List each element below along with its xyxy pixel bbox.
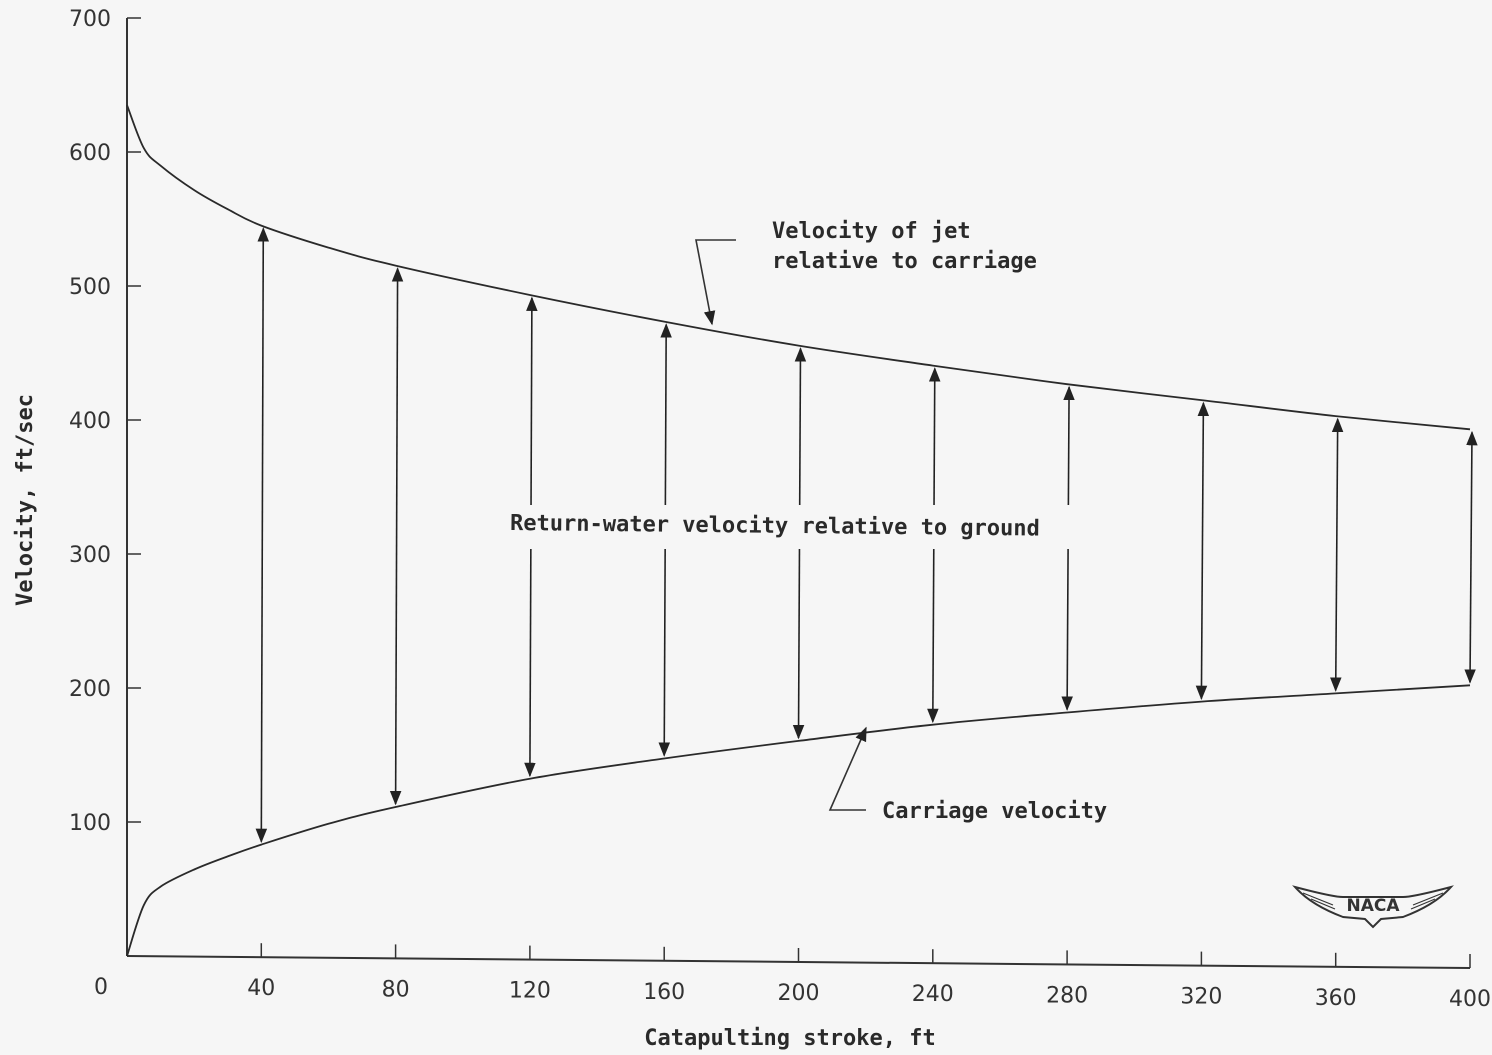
carriage-annotation-text: Carriage velocity: [882, 799, 1107, 824]
x-tick-label: 400: [1449, 987, 1491, 1012]
x-tick-label: 80: [382, 977, 410, 1002]
curves: [126, 104, 1471, 957]
x-tick-label: 200: [778, 981, 820, 1006]
y-tick-label: 300: [69, 543, 111, 568]
carriage-velocity-annotation: Carriage velocity: [828, 726, 1107, 824]
velocity-arrow: [1464, 430, 1478, 684]
y-ticks: 100 200 300 400 500 600 700: [69, 7, 141, 836]
velocity-arrow: [1195, 401, 1210, 701]
x-axis-title: Catapulting stroke, ft: [644, 1026, 935, 1051]
x-tick-label: 0: [94, 975, 108, 1000]
axes: [126, 18, 1471, 969]
return-annotation-background: [505, 505, 1085, 549]
y-tick-label: 400: [69, 409, 111, 434]
jet-leader-line: [695, 239, 736, 326]
jet-annotation-line1: Velocity of jet: [772, 219, 971, 244]
velocity-arrow: [1330, 417, 1344, 692]
x-tick-label: 360: [1315, 986, 1357, 1011]
return-water-annotation: Return-water velocity relative to ground: [510, 511, 1040, 542]
carriage-velocity-curve: [126, 684, 1471, 957]
y-tick-label: 200: [69, 677, 111, 702]
velocity-arrow: [389, 267, 404, 806]
x-tick-label: 40: [247, 976, 275, 1001]
naca-wing-feathers: [1302, 892, 1444, 910]
y-tick-label: 700: [69, 7, 111, 32]
y-tick-label: 600: [69, 141, 111, 166]
naca-logo-text: NACA: [1346, 896, 1400, 916]
x-tick-label: 160: [643, 980, 685, 1005]
x-tick-label: 280: [1046, 983, 1088, 1008]
jet-annotation-line2: relative to carriage: [772, 249, 1037, 274]
naca-logo: NACA: [1292, 885, 1454, 929]
y-axis-title: Velocity, ft/sec: [13, 394, 38, 606]
y-tick-label: 500: [69, 275, 111, 300]
carriage-leader-line: [828, 726, 867, 811]
jet-velocity-curve: [126, 104, 1471, 431]
jet-velocity-annotation: Velocity of jet relative to carriage: [695, 219, 1037, 326]
x-tick-label: 320: [1180, 985, 1222, 1010]
x-ticks: 0 40 80 120 160 200 240 280 320 360 400: [94, 943, 1491, 1012]
x-tick-label: 120: [509, 979, 551, 1004]
x-tick-label: 240: [912, 982, 954, 1007]
velocity-arrow: [255, 227, 270, 844]
y-tick-label: 100: [69, 811, 111, 836]
naca-wing-icon: [1292, 885, 1454, 929]
